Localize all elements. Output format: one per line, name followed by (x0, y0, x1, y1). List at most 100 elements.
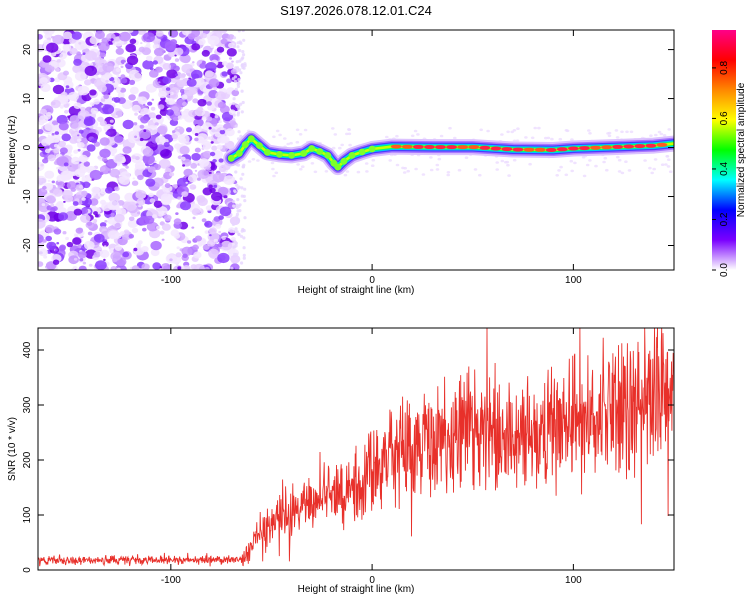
noise-speck (652, 167, 656, 171)
noise-speck (495, 168, 500, 171)
noise-speck (84, 79, 92, 86)
noise-speck (585, 163, 590, 167)
noise-speck (114, 245, 122, 251)
noise-speck (395, 134, 399, 138)
spectrogram-x-tick-label: 100 (565, 275, 582, 286)
snr-y-tick-label: 400 (22, 341, 33, 358)
ridge-blob (288, 152, 295, 159)
ridge-blob (227, 154, 235, 162)
noise-speck (500, 133, 504, 136)
noise-speck (421, 173, 426, 176)
noise-speck (236, 41, 240, 45)
noise-speck (207, 35, 220, 46)
noise-speck (164, 41, 177, 51)
noise-speck (48, 245, 53, 249)
noise-speck (38, 34, 43, 40)
noise-speck (439, 134, 444, 138)
noise-speck (198, 38, 206, 45)
noise-speck (42, 158, 49, 164)
noise-speck (47, 179, 51, 182)
noise-speck (38, 115, 49, 124)
noise-speck (629, 130, 634, 134)
noise-speck (44, 136, 55, 145)
noise-speck (226, 48, 237, 57)
noise-speck (93, 251, 101, 258)
noise-speck (148, 112, 156, 119)
noise-speck (160, 149, 172, 159)
noise-speck (38, 218, 46, 229)
noise-speck (174, 47, 184, 56)
spectrogram-y-label: Frequency (Hz) (7, 116, 18, 185)
noise-speck (114, 213, 125, 223)
noise-speck (166, 69, 178, 79)
noise-speck (204, 230, 209, 234)
noise-speck (150, 240, 162, 251)
noise-speck (68, 255, 79, 265)
noise-speck (664, 163, 668, 166)
noise-speck (135, 243, 142, 248)
noise-speck (46, 112, 52, 117)
noise-speck (63, 200, 66, 203)
noise-speck (50, 99, 61, 109)
noise-speck (93, 99, 100, 105)
noise-speck (78, 138, 82, 142)
noise-speck (91, 186, 100, 194)
noise-speck (237, 78, 241, 82)
noise-speck (120, 65, 124, 69)
noise-speck (172, 130, 176, 134)
noise-speck (137, 174, 144, 181)
noise-speck (110, 212, 115, 217)
noise-speck (581, 155, 586, 159)
noise-speck (289, 141, 293, 145)
noise-speck (87, 231, 93, 236)
noise-speck (38, 175, 47, 186)
ridge-blob (300, 150, 308, 157)
noise-speck (56, 59, 61, 63)
noise-speck (220, 127, 224, 131)
noise-speck (45, 145, 50, 150)
noise-speck (587, 129, 591, 132)
noise-speck (69, 136, 79, 144)
noise-speck (193, 186, 196, 189)
noise-speck (73, 257, 78, 261)
noise-speck (111, 153, 115, 157)
noise-speck (42, 62, 48, 67)
noise-speck (164, 183, 171, 189)
noise-speck (564, 173, 569, 177)
noise-speck (79, 258, 84, 262)
noise-speck (243, 199, 247, 203)
spectrogram-x-tick-label: 0 (369, 275, 375, 286)
noise-speck (56, 218, 60, 222)
noise-speck (134, 112, 139, 116)
noise-speck (77, 121, 85, 127)
noise-speck (159, 230, 165, 235)
spectrogram-y-ticks: -20 -10 0 10 20 (22, 44, 674, 253)
colorbar-tick-label: 0.4 (719, 162, 730, 176)
ridge-hot-spot (435, 145, 446, 150)
colorbar-tick-label: 0.0 (719, 263, 730, 277)
noise-speck (214, 115, 219, 119)
noise-speck (370, 164, 375, 167)
noise-speck (340, 143, 345, 147)
noise-speck (53, 143, 59, 148)
noise-speck (77, 251, 87, 259)
noise-speck (101, 202, 113, 212)
noise-speck (202, 143, 211, 150)
noise-speck (191, 153, 201, 161)
noise-speck (42, 55, 52, 63)
noise-speck (91, 192, 96, 197)
noise-speck (230, 266, 234, 270)
noise-speck (236, 198, 240, 202)
spectrogram-noise (38, 30, 673, 270)
spectrogram-y-tick-label: 0 (22, 144, 33, 150)
noise-speck (169, 258, 173, 262)
noise-speck (119, 87, 127, 93)
noise-speck (401, 166, 405, 170)
noise-speck (500, 159, 505, 163)
noise-speck (544, 136, 548, 140)
noise-speck (203, 150, 212, 158)
noise-speck (185, 181, 188, 184)
noise-speck (103, 94, 110, 100)
noise-speck (666, 165, 671, 168)
